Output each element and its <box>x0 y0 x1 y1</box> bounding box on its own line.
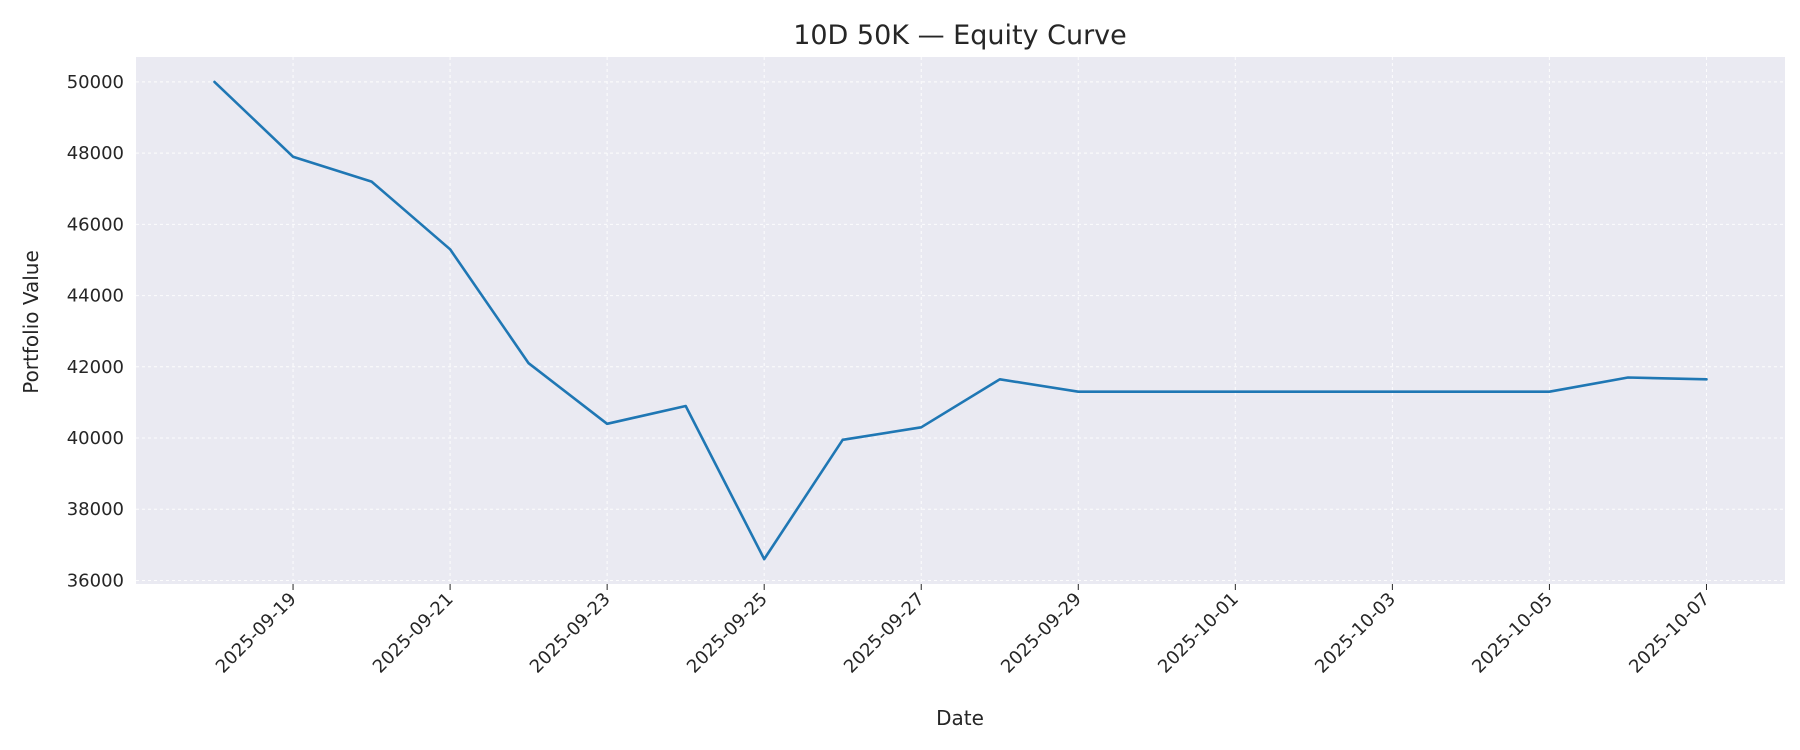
y-tick-label: 36000 <box>67 570 124 591</box>
x-tick-label: 2025-10-03 <box>1311 589 1400 678</box>
y-axis-label: Portfolio Value <box>19 250 43 394</box>
x-tick-label: 2025-09-23 <box>526 589 615 678</box>
x-tick-label: 2025-09-19 <box>212 589 301 678</box>
y-tick-label: 38000 <box>67 499 124 520</box>
x-axis-ticks: 2025-09-19 2025-09-21 2025-09-23 2025-09-25… <box>212 584 1714 678</box>
y-tick-label: 48000 <box>67 143 124 164</box>
y-tick-label: 42000 <box>67 357 124 378</box>
chart-title: 10D 50K — Equity Curve <box>793 20 1127 51</box>
x-tick-label: 2025-10-01 <box>1154 589 1243 678</box>
plot-area <box>136 57 1785 584</box>
y-tick-label: 46000 <box>67 214 124 235</box>
x-tick-label: 2025-10-05 <box>1468 589 1557 678</box>
x-tick-label: 2025-09-27 <box>840 589 929 678</box>
y-tick-label: 40000 <box>67 428 124 449</box>
x-tick-label: 2025-09-29 <box>997 589 1086 678</box>
y-axis-ticks: 36000 38000 40000 42000 44000 46000 48000 50000 <box>67 72 124 592</box>
y-tick-label: 50000 <box>67 72 124 93</box>
x-tick-label: 2025-09-21 <box>369 589 458 678</box>
y-tick-label: 44000 <box>67 286 124 307</box>
x-axis-label: Date <box>936 706 984 730</box>
series-layer <box>213 80 1708 561</box>
x-tick-label: 2025-09-25 <box>683 589 772 678</box>
series-line <box>213 80 1708 561</box>
grid-lines <box>136 57 1785 584</box>
x-tick-label: 2025-10-07 <box>1625 589 1714 678</box>
